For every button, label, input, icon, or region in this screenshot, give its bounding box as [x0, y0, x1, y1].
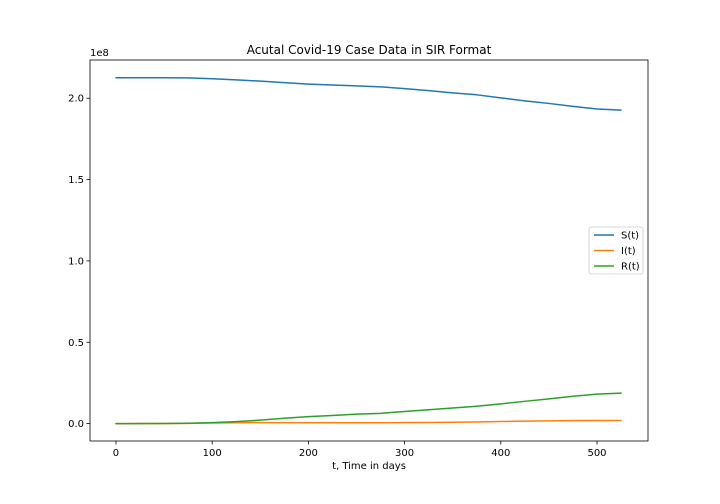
plot-area: [90, 60, 648, 441]
plot-frame: [89, 59, 649, 442]
x-tick-label: 0: [113, 448, 119, 459]
legend-label-2: R(t): [621, 262, 640, 273]
y-axis-multiplier: 1e8: [90, 48, 109, 59]
x-tick-label: 500: [587, 448, 606, 459]
x-tick-label: 400: [491, 448, 510, 459]
x-axis-ticks: 0 100 200 300 400 500: [113, 441, 607, 459]
legend-label-1: I(t): [621, 246, 636, 257]
x-tick-label: 300: [395, 448, 414, 459]
series-line-2: [115, 392, 622, 425]
series-lines: [115, 76, 622, 425]
legend-box: [588, 226, 644, 275]
legend: S(t) I(t) R(t): [588, 226, 644, 275]
y-axis-ticks: 0.0 0.5 1.0 1.5 2.0: [68, 94, 90, 430]
series-line-0: [115, 76, 622, 111]
y-tick-label: 1.0: [68, 256, 84, 267]
x-tick-label: 100: [203, 448, 222, 459]
y-tick-label: 1.5: [68, 175, 84, 186]
chart-title: Acutal Covid-19 Case Data in SIR Format: [247, 43, 492, 57]
y-tick-label: 2.0: [68, 94, 84, 105]
x-axis-label: t, Time in days: [332, 461, 406, 472]
x-tick-label: 200: [299, 448, 318, 459]
y-tick-label: 0.0: [68, 419, 84, 430]
legend-label-0: S(t): [621, 231, 639, 242]
y-tick-label: 0.5: [68, 338, 84, 349]
